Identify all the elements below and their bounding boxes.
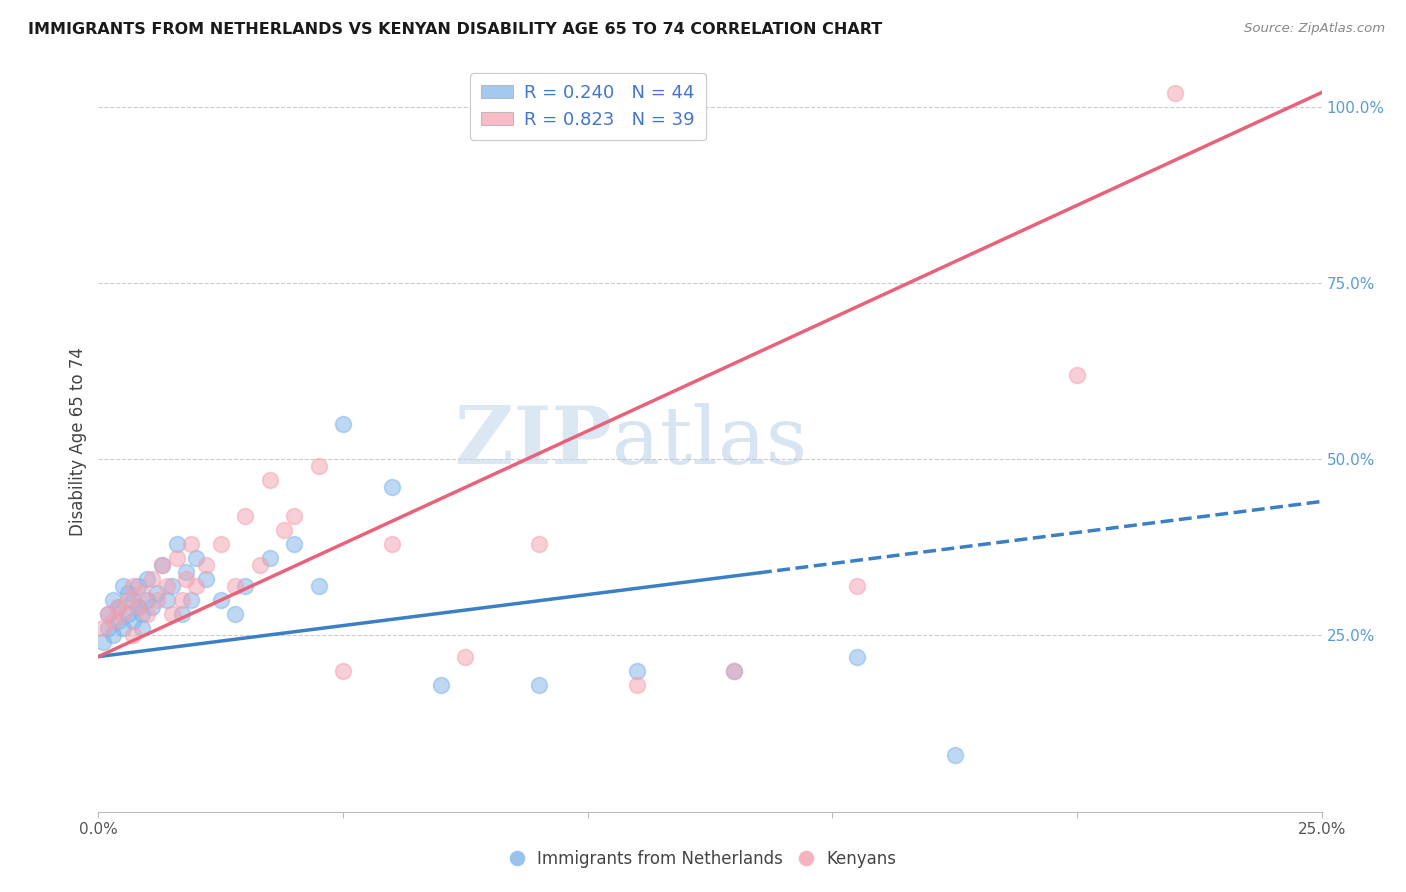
Point bbox=[259, 473, 281, 487]
Point bbox=[160, 579, 183, 593]
Point bbox=[107, 600, 129, 615]
Point bbox=[97, 607, 120, 622]
Point bbox=[127, 579, 149, 593]
Point bbox=[97, 621, 120, 635]
Point bbox=[723, 664, 745, 678]
Point bbox=[121, 579, 143, 593]
Point bbox=[723, 664, 745, 678]
Legend: Immigrants from Netherlands, Kenyans: Immigrants from Netherlands, Kenyans bbox=[503, 844, 903, 875]
Point bbox=[160, 607, 183, 622]
Point bbox=[308, 579, 330, 593]
Point bbox=[626, 678, 648, 692]
Point bbox=[845, 579, 868, 593]
Point bbox=[186, 550, 208, 565]
Point bbox=[97, 607, 120, 622]
Point bbox=[91, 621, 114, 635]
Point bbox=[131, 607, 153, 622]
Point bbox=[150, 558, 173, 572]
Point bbox=[166, 537, 188, 551]
Legend: R = 0.240   N = 44, R = 0.823   N = 39: R = 0.240 N = 44, R = 0.823 N = 39 bbox=[470, 73, 706, 140]
Point bbox=[121, 628, 143, 642]
Point bbox=[308, 459, 330, 474]
Point bbox=[249, 558, 271, 572]
Point bbox=[131, 621, 153, 635]
Point bbox=[233, 508, 256, 523]
Point bbox=[332, 417, 354, 431]
Point bbox=[101, 628, 124, 642]
Point bbox=[136, 572, 159, 586]
Point bbox=[107, 615, 129, 629]
Point bbox=[141, 600, 163, 615]
Point bbox=[180, 537, 202, 551]
Point bbox=[176, 572, 198, 586]
Point bbox=[131, 586, 153, 600]
Point bbox=[146, 586, 169, 600]
Point bbox=[527, 678, 550, 692]
Point bbox=[101, 593, 124, 607]
Point bbox=[141, 572, 163, 586]
Point bbox=[259, 550, 281, 565]
Point bbox=[273, 523, 295, 537]
Point bbox=[117, 607, 139, 622]
Point bbox=[101, 615, 124, 629]
Text: atlas: atlas bbox=[612, 402, 807, 481]
Point bbox=[1066, 368, 1088, 382]
Point bbox=[166, 550, 188, 565]
Point bbox=[111, 579, 134, 593]
Point bbox=[943, 748, 966, 763]
Point bbox=[146, 593, 169, 607]
Point bbox=[186, 579, 208, 593]
Y-axis label: Disability Age 65 to 74: Disability Age 65 to 74 bbox=[69, 347, 87, 536]
Point bbox=[430, 678, 453, 692]
Point bbox=[176, 565, 198, 579]
Point bbox=[233, 579, 256, 593]
Point bbox=[121, 615, 143, 629]
Point bbox=[170, 607, 193, 622]
Point bbox=[136, 593, 159, 607]
Point bbox=[111, 607, 134, 622]
Point bbox=[91, 635, 114, 649]
Point bbox=[195, 558, 218, 572]
Point bbox=[209, 593, 232, 607]
Point bbox=[156, 593, 179, 607]
Point bbox=[117, 593, 139, 607]
Point bbox=[150, 558, 173, 572]
Point bbox=[195, 572, 218, 586]
Point bbox=[332, 664, 354, 678]
Point bbox=[527, 537, 550, 551]
Point bbox=[626, 664, 648, 678]
Point bbox=[381, 537, 404, 551]
Point bbox=[224, 607, 246, 622]
Point bbox=[845, 649, 868, 664]
Point bbox=[111, 621, 134, 635]
Text: ZIP: ZIP bbox=[456, 402, 612, 481]
Text: Source: ZipAtlas.com: Source: ZipAtlas.com bbox=[1244, 22, 1385, 36]
Point bbox=[107, 600, 129, 615]
Point bbox=[121, 593, 143, 607]
Point bbox=[156, 579, 179, 593]
Point bbox=[283, 537, 305, 551]
Point bbox=[1164, 86, 1187, 100]
Point bbox=[180, 593, 202, 607]
Point bbox=[283, 508, 305, 523]
Point bbox=[209, 537, 232, 551]
Text: IMMIGRANTS FROM NETHERLANDS VS KENYAN DISABILITY AGE 65 TO 74 CORRELATION CHART: IMMIGRANTS FROM NETHERLANDS VS KENYAN DI… bbox=[28, 22, 883, 37]
Point bbox=[170, 593, 193, 607]
Point bbox=[117, 586, 139, 600]
Point bbox=[127, 600, 149, 615]
Point bbox=[136, 607, 159, 622]
Point bbox=[454, 649, 477, 664]
Point bbox=[381, 480, 404, 494]
Point bbox=[224, 579, 246, 593]
Point bbox=[127, 600, 149, 615]
